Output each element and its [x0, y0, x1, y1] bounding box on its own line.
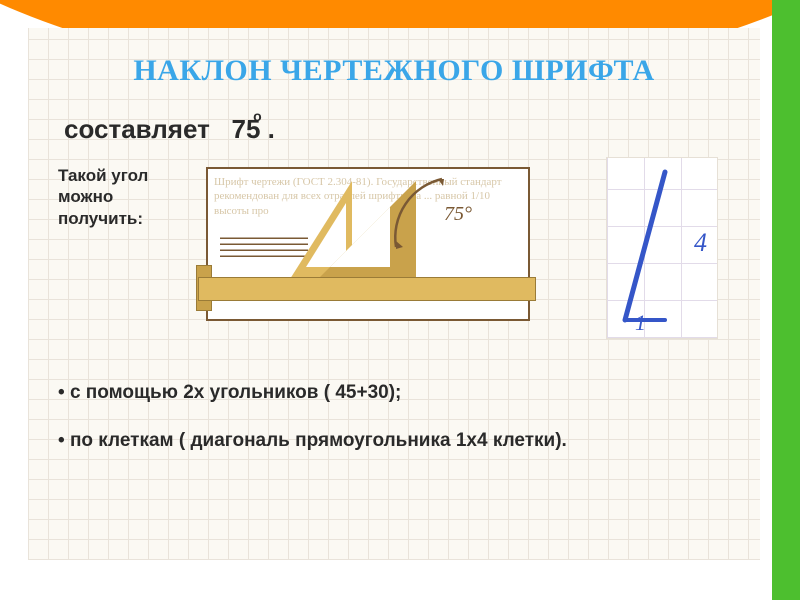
- aside-text: Такой угол можно получить:: [58, 165, 178, 229]
- subtitle-suffix: .: [268, 114, 275, 144]
- triangle-45-hole: [330, 207, 390, 267]
- slide-bg: НАКЛОН ЧЕРТЕЖНОГО ШРИФТА составляет 75о …: [0, 0, 800, 600]
- t-square-ruler: [198, 277, 536, 301]
- bullet-2: • по клеткам ( диагональ прямоугольника …: [58, 417, 730, 465]
- bullet-1-text: с помощью 2х угольников ( 45+30);: [70, 382, 401, 403]
- content: НАКЛОН ЧЕРТЕЖНОГО ШРИФТА составляет 75о …: [28, 28, 760, 560]
- figure-triangles: Шрифт чертежи (ГОСТ 2.304-81). Государст…: [206, 157, 566, 337]
- figb-label-1: 1: [635, 310, 646, 336]
- figure-grid-1x4: 4 1: [606, 157, 718, 339]
- subtitle-prefix: составляет: [64, 114, 210, 144]
- degree-icon: о: [253, 108, 262, 124]
- slide-title: НАКЛОН ЧЕРТЕЖНОГО ШРИФТА: [58, 54, 730, 88]
- arc-label: 75°: [444, 203, 472, 226]
- figb-label-4: 4: [694, 228, 707, 258]
- bullets: • с помощью 2х угольников ( 45+30); • по…: [58, 369, 730, 464]
- stripe-right: [772, 0, 800, 600]
- angle: 75о: [232, 114, 268, 144]
- subtitle: составляет 75о .: [64, 114, 724, 145]
- bullet-2-text: по клеткам ( диагональ прямоугольника 1х…: [70, 430, 567, 451]
- bullet-1: • с помощью 2х угольников ( 45+30);: [58, 369, 730, 417]
